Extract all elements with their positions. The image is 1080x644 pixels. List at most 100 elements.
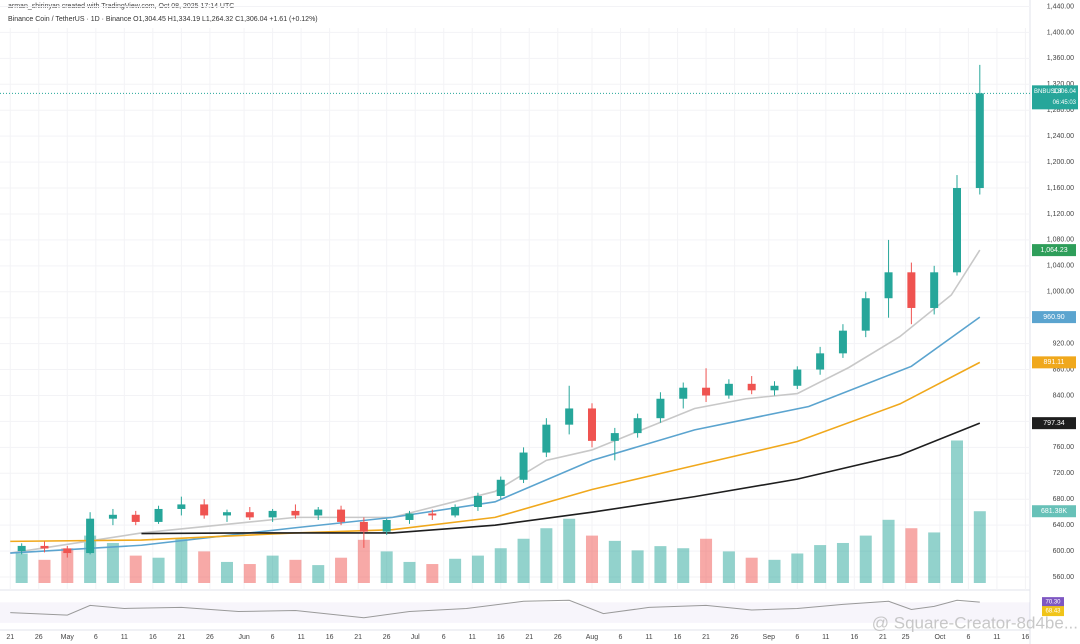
- volume-bar: [266, 555, 279, 583]
- volume-bar: [973, 511, 986, 583]
- candle-body: [154, 508, 163, 522]
- candle-body: [314, 509, 323, 516]
- volume-bar: [152, 557, 165, 583]
- x-tick-label: Sep: [763, 634, 776, 641]
- candle-body: [542, 424, 551, 453]
- volume-bar: [243, 564, 256, 583]
- x-tick-label: 11: [121, 634, 128, 641]
- candle-body: [222, 512, 231, 516]
- x-tick-label: 16: [497, 634, 505, 641]
- y-tick-label: 1,400.00: [1047, 29, 1074, 36]
- candle-body: [952, 188, 961, 273]
- x-tick-label: 21: [354, 634, 362, 641]
- x-tick-label: Oct: [934, 634, 945, 641]
- x-tick-label: 26: [731, 634, 739, 641]
- candle-body: [451, 507, 460, 516]
- candle-body: [496, 479, 505, 496]
- price-tag: [1032, 311, 1076, 324]
- candle-body: [268, 510, 277, 518]
- volume-bar: [15, 553, 28, 583]
- candle-body: [382, 519, 391, 532]
- volume-bar: [220, 561, 233, 583]
- volume-bar: [722, 551, 735, 583]
- plot: 560.00600.00640.00680.00720.00760.00800.…: [0, 3, 1078, 641]
- x-tick-label: 21: [6, 634, 14, 641]
- x-tick-label: 16: [850, 634, 858, 641]
- x-tick-label: 26: [554, 634, 562, 641]
- volume-bar: [585, 535, 598, 583]
- x-tick-label: 6: [442, 634, 446, 641]
- volume-bar: [563, 518, 576, 583]
- volume-bar: [836, 542, 849, 583]
- x-tick-label: 16: [1022, 634, 1030, 641]
- price-tag-label: 797.34: [1043, 420, 1065, 427]
- volume-bar: [289, 559, 302, 583]
- candle-body: [428, 513, 437, 516]
- volume-tag-label: 681.38K: [1041, 508, 1067, 515]
- volume-bar: [61, 548, 74, 583]
- y-tick-label: 880.00: [1053, 366, 1075, 373]
- y-tick-label: 920.00: [1053, 340, 1075, 347]
- y-tick-label: 640.00: [1053, 522, 1075, 529]
- y-tick-label: 1,440.00: [1047, 3, 1074, 10]
- candle-body: [793, 369, 802, 386]
- candle-body: [975, 93, 984, 189]
- candle-body: [884, 272, 893, 299]
- symbol-tag: BNBUSDT: [1034, 89, 1063, 95]
- volume-bar: [38, 559, 51, 583]
- candle-body: [359, 521, 368, 532]
- y-tick-label: 720.00: [1053, 470, 1075, 477]
- y-tick-label: 600.00: [1053, 548, 1075, 555]
- price-tag: [1032, 244, 1076, 257]
- rsi-tag: [1042, 606, 1064, 617]
- volume-bar: [494, 548, 507, 583]
- y-tick-label: 1,160.00: [1047, 185, 1074, 192]
- y-tick-label: 1,080.00: [1047, 237, 1074, 244]
- price-tag: [1032, 356, 1076, 369]
- candle-body: [679, 387, 688, 399]
- volume-tag: [1032, 505, 1076, 518]
- rsi-band: [0, 602, 1030, 623]
- moving-average: [10, 361, 981, 543]
- candle-body: [656, 398, 665, 419]
- x-tick-label: 21: [525, 634, 533, 641]
- x-tick-label: 6: [271, 634, 275, 641]
- y-tick-label: 1,360.00: [1047, 55, 1074, 62]
- rsi-tag-label: 70.30: [1045, 600, 1061, 606]
- volume-bar: [198, 551, 211, 583]
- y-tick-label: 1,320.00: [1047, 81, 1074, 88]
- x-tick-label: 25: [902, 634, 910, 641]
- candle-body: [838, 330, 847, 354]
- volume-bar: [859, 535, 872, 583]
- rsi-tag-label: 68.43: [1045, 609, 1061, 615]
- x-tick-label: 21: [879, 634, 887, 641]
- volume-bar: [426, 564, 439, 583]
- y-tick-label: 560.00: [1053, 574, 1075, 581]
- x-tick-label: 6: [94, 634, 98, 641]
- x-tick-label: Jun: [238, 634, 249, 641]
- x-tick-label: May: [61, 634, 75, 641]
- candle-body: [86, 518, 95, 554]
- volume-bar: [928, 532, 941, 583]
- volume-bar: [517, 538, 530, 583]
- candle-body: [816, 353, 825, 370]
- volume-bar: [357, 539, 370, 583]
- x-tick-label: 16: [326, 634, 334, 641]
- volume-bar: [106, 542, 119, 583]
- x-tick-label: 6: [619, 634, 623, 641]
- candle-body: [473, 495, 482, 508]
- legend-line: Binance Coin / TetherUS · 1D · Binance O…: [8, 16, 318, 23]
- moving-average: [141, 422, 981, 535]
- candle-body: [131, 514, 140, 522]
- candle-body: [565, 408, 574, 425]
- volume-bar: [471, 555, 484, 583]
- volume-bar: [129, 555, 142, 583]
- volume-bar: [700, 538, 713, 583]
- volume-bar: [950, 440, 963, 583]
- price-tag: [1032, 417, 1076, 430]
- candle-body: [610, 433, 619, 441]
- y-tick-label: 1,000.00: [1047, 289, 1074, 296]
- watermark: @ Square-Creator-8d4be...: [872, 613, 1078, 632]
- x-tick-label: 11: [469, 634, 476, 641]
